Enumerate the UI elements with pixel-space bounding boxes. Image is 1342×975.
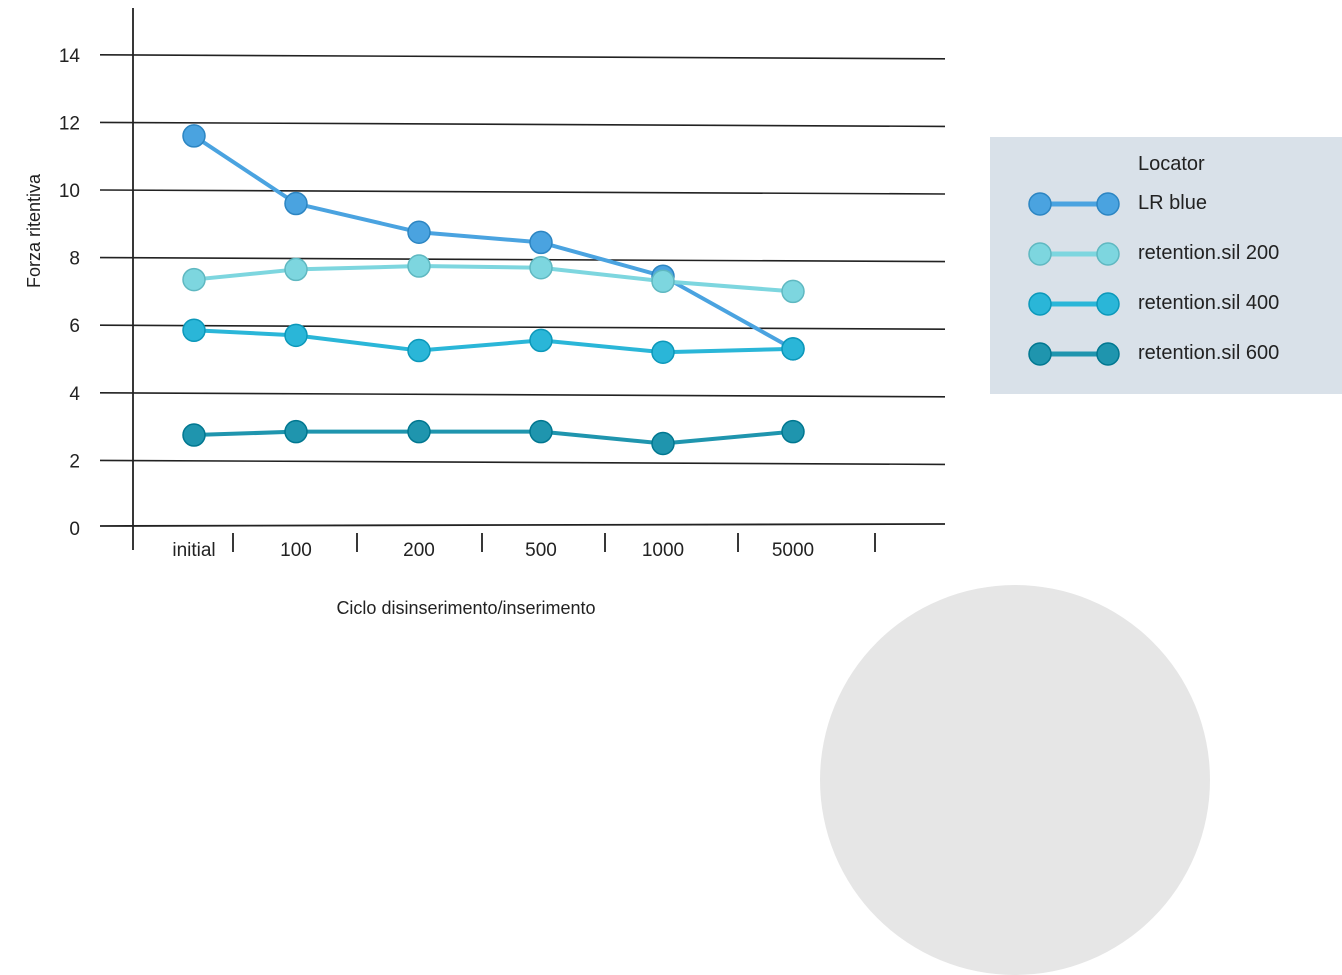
legend-swatch-marker xyxy=(1096,292,1120,316)
x-tick-label: 100 xyxy=(280,540,312,561)
series-line xyxy=(193,328,794,355)
data-point xyxy=(407,338,431,363)
gridline xyxy=(99,54,946,60)
y-tick-labels: 0 2 4 6 8 10 12 14 xyxy=(59,46,81,540)
legend-swatch xyxy=(1028,242,1120,266)
series-line xyxy=(193,264,794,294)
gridline xyxy=(99,121,946,128)
data-point xyxy=(182,124,206,148)
legend-label: retention.sil 400 xyxy=(1138,292,1280,314)
data-point xyxy=(284,257,308,282)
gridline xyxy=(99,256,946,263)
gridline xyxy=(99,459,946,466)
data-point xyxy=(651,269,675,294)
legend-item-lr-blue: LR blue xyxy=(1028,189,1342,219)
series-retention-sil-600 xyxy=(182,419,805,456)
data-point xyxy=(781,337,805,361)
data-point xyxy=(529,255,553,280)
y-tick-label: 8 xyxy=(69,249,80,270)
legend-title: Locator xyxy=(1138,153,1205,175)
x-tick-label: initial xyxy=(172,540,215,561)
y-tick-label: 2 xyxy=(69,451,80,472)
data-point xyxy=(407,419,431,444)
legend-swatch-marker xyxy=(1096,342,1120,366)
legend-item-retention-sil-200: retention.sil 200 xyxy=(1028,239,1342,269)
data-point xyxy=(284,323,308,348)
series-group xyxy=(182,124,805,456)
data-point xyxy=(529,328,553,353)
series-line xyxy=(192,134,794,351)
data-point xyxy=(529,419,553,444)
legend-swatch xyxy=(1028,292,1120,316)
legend-item-retention-sil-400: retention.sil 400 xyxy=(1028,289,1342,319)
data-point xyxy=(182,318,206,343)
legend-swatch-marker xyxy=(1096,242,1120,266)
x-axis-title: Ciclo disinserimento/inserimento xyxy=(336,598,595,618)
legend-swatch-marker xyxy=(1028,192,1052,216)
data-point xyxy=(182,423,206,447)
series-lr-blue xyxy=(182,124,805,361)
data-point xyxy=(284,191,308,216)
gridline xyxy=(99,189,946,195)
x-axis-line xyxy=(99,523,946,527)
y-tick-label: 14 xyxy=(59,46,81,67)
series-retention-sil-400 xyxy=(182,318,805,364)
y-tick-label: 0 xyxy=(69,519,80,540)
x-tick-labels: initial 100 200 500 1000 5000 xyxy=(172,540,814,561)
data-point xyxy=(781,279,805,304)
y-tick-label: 10 xyxy=(59,181,80,202)
decorative-circle xyxy=(820,585,1210,975)
legend: Locator LR blue retention.sil 200 retent… xyxy=(990,137,1342,394)
legend-label: retention.sil 200 xyxy=(1138,242,1280,264)
x-tick-label: 1000 xyxy=(642,540,684,561)
data-point xyxy=(529,230,553,255)
legend-swatch-marker xyxy=(1028,342,1052,366)
legend-swatch-marker xyxy=(1028,242,1052,266)
gridlines xyxy=(99,54,946,466)
gridline xyxy=(99,324,946,331)
series-line xyxy=(193,429,794,446)
legend-label: retention.sil 600 xyxy=(1138,342,1280,364)
data-point xyxy=(651,340,675,364)
data-point xyxy=(407,220,431,244)
data-point xyxy=(781,419,805,444)
series-retention-sil-200 xyxy=(182,254,805,304)
y-axis-title: Forza ritentiva xyxy=(24,173,44,288)
legend-item-retention-sil-600: retention.sil 600 xyxy=(1028,339,1342,369)
data-point xyxy=(407,254,431,278)
axes xyxy=(99,8,946,552)
legend-swatch-marker xyxy=(1028,292,1052,316)
legend-label: LR blue xyxy=(1138,192,1207,214)
data-point xyxy=(651,431,675,456)
legend-swatch-marker xyxy=(1096,192,1120,216)
data-point xyxy=(182,267,206,292)
x-tick-label: 200 xyxy=(403,540,435,561)
y-tick-label: 6 xyxy=(69,316,80,337)
legend-swatch xyxy=(1028,192,1120,216)
y-tick-label: 12 xyxy=(59,113,80,134)
legend-swatch xyxy=(1028,342,1120,366)
data-point xyxy=(284,419,308,444)
x-tick-label: 5000 xyxy=(772,540,814,561)
chart: 0 2 4 6 8 10 12 14 initial 100 200 500 1000 5000 For… xyxy=(24,8,946,618)
gridline xyxy=(99,391,946,398)
y-tick-label: 4 xyxy=(69,384,80,405)
x-tick-label: 500 xyxy=(525,540,557,561)
